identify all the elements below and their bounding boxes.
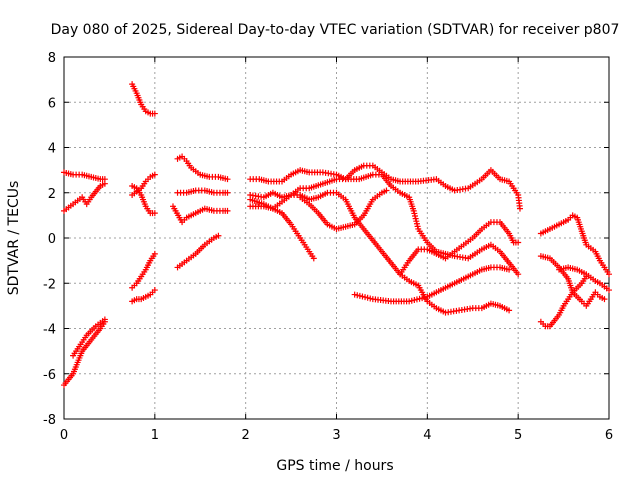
y-tick-label: 2 [48, 187, 56, 202]
y-tick-label: 8 [48, 51, 56, 66]
grid [64, 57, 609, 419]
data-point [151, 287, 158, 294]
series-track-24 [556, 264, 612, 294]
data-point [516, 205, 523, 212]
series-track-19 [397, 219, 522, 278]
data-point [506, 307, 513, 314]
series-track-21 [537, 212, 612, 278]
series-track-23 [537, 273, 590, 330]
axis-ticks [63, 56, 610, 420]
data-marks [61, 81, 612, 389]
chart-title: Day 080 of 2025, Sidereal Day-to-day VTE… [51, 22, 620, 38]
x-tick-label: 3 [332, 428, 340, 443]
y-axis-label: SDTVAR / TECUs [6, 181, 22, 296]
series-track-05 [129, 81, 158, 117]
data-point [224, 207, 231, 214]
series-track-14 [247, 162, 523, 212]
y-tick-label: 4 [48, 142, 56, 157]
data-point [151, 171, 158, 178]
y-tick-label: 6 [48, 96, 56, 111]
data-point [224, 189, 231, 196]
series-track-09 [129, 287, 158, 305]
data-point [506, 266, 513, 273]
series-track-18 [297, 187, 390, 232]
series-track-07 [129, 171, 158, 199]
data-point [515, 271, 522, 278]
series-track-11 [174, 187, 231, 196]
data-point [151, 110, 158, 117]
series-track-03 [61, 318, 108, 389]
data-point [515, 239, 522, 246]
data-point [101, 316, 108, 323]
data-point [606, 287, 612, 294]
data-point [383, 187, 390, 194]
series-track-13 [174, 232, 222, 271]
y-tick-label: -2 [43, 277, 56, 292]
x-tick-label: 4 [423, 428, 431, 443]
y-tick-label: -6 [43, 368, 56, 383]
series-track-17 [247, 203, 317, 262]
x-tick-label: 1 [151, 428, 159, 443]
y-tick-label: 0 [48, 232, 56, 247]
y-tick-label: -8 [43, 413, 56, 428]
data-point [310, 255, 317, 262]
x-tick-label: 2 [242, 428, 250, 443]
series-track-12 [170, 203, 231, 226]
x-tick-label: 5 [514, 428, 522, 443]
x-axis-label: GPS time / hours [276, 458, 393, 474]
data-point [601, 296, 608, 303]
data-point [606, 271, 612, 278]
data-point [151, 210, 158, 217]
series-track-10 [174, 153, 231, 183]
series-track-06 [129, 182, 158, 217]
data-point [151, 250, 158, 257]
series-track-04 [70, 316, 108, 359]
data-point [215, 232, 222, 239]
x-tick-label: 6 [605, 428, 613, 443]
x-tick-label: 0 [60, 428, 68, 443]
series-track-20 [351, 264, 513, 305]
series-track-01 [61, 169, 108, 183]
data-point [224, 176, 231, 183]
series-track-08 [129, 250, 158, 291]
series-track-02 [61, 180, 108, 214]
data-point [101, 180, 108, 187]
y-tick-label: -4 [43, 323, 56, 338]
tick-labels: 0 1 2 3 4 5 6 -8 -6 -4 -2 0 2 4 6 8 [43, 51, 613, 443]
